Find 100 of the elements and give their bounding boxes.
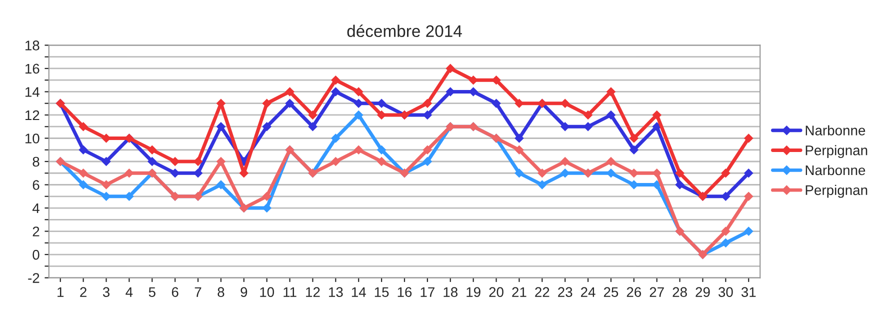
x-tick-label: 17 [420,287,434,297]
x-tick-label: 9 [240,287,248,298]
point [331,134,340,143]
point [744,168,754,178]
y-tick-label: -2 [28,273,40,283]
x-tick-label: 1 [58,287,64,297]
x-tick-label: 16 [398,287,412,298]
point [216,122,226,132]
point [744,226,754,236]
point [377,145,386,154]
point [560,157,570,166]
x-tick-label: 24 [581,287,596,297]
legend-label: Perpignan [806,184,868,198]
point [331,76,340,85]
x-tick-label: 15 [374,287,389,298]
y-tick-label: 4 [32,203,40,214]
point [102,157,111,166]
point [354,110,364,120]
point [148,157,157,166]
point [262,122,272,132]
x-tick-label: 21 [512,287,526,297]
y-tick-label: 18 [25,40,40,50]
point [606,87,616,96]
x-tick-label: 19 [466,287,480,298]
point [102,180,111,190]
x-tick-label: 29 [696,287,710,298]
y-tick-label: 6 [32,180,40,190]
point [78,168,88,178]
y-tick-label: 14 [25,87,40,97]
point [652,110,662,120]
x-tick-label: 3 [102,287,110,298]
point [354,87,364,96]
point [629,145,638,154]
point [538,180,547,190]
x-tick-label: 20 [489,287,504,298]
point [422,98,432,108]
x-tick-label: 8 [218,287,224,298]
point [331,157,340,166]
point [446,64,455,73]
point [721,238,730,248]
x-tick-label: 11 [284,287,296,297]
point [538,168,547,178]
legend-label: Narbonne [806,125,866,136]
point [377,110,386,120]
point [285,87,294,96]
point [744,192,754,201]
x-tick-label: 6 [172,287,178,298]
point [721,168,730,178]
x-tick-label: 5 [148,287,156,298]
x-tick-label: 12 [306,287,320,297]
x-tick-label: 30 [718,287,733,298]
y-tick-label: 16 [25,64,40,74]
y-tick-label: 2 [32,226,40,236]
y-tick-label: 10 [25,134,40,144]
point [262,192,272,201]
point [78,145,88,154]
point [377,98,386,108]
point [606,157,616,166]
x-tick-label: 4 [126,287,133,297]
x-tick-label: 7 [194,287,202,297]
point [492,98,501,108]
point [285,98,294,108]
legend-label: Perpignan [806,145,868,158]
point [606,110,616,120]
point [148,145,157,154]
y-tick-label: 8 [32,156,40,167]
point [78,122,88,132]
x-tick-label: 14 [352,287,366,297]
point [331,87,340,96]
chart-title: décembre 2014 [347,24,462,38]
point [422,157,432,166]
point [194,168,202,178]
point [354,145,364,154]
point [675,168,684,178]
x-tick-label: 22 [535,287,550,297]
point [629,134,638,143]
point [514,145,524,154]
x-tick-label: 27 [650,287,664,297]
x-tick-label: 26 [626,287,642,298]
x-tick-label: 25 [604,287,618,298]
point [606,168,616,178]
point [377,157,386,166]
x-tick-label: 31 [741,287,756,298]
point [721,226,730,236]
point [584,122,592,132]
x-tick-label: 13 [329,287,343,298]
point [675,180,684,190]
point [744,134,754,143]
legend-label: Narbonne [806,164,866,176]
point [308,110,318,120]
x-tick-label: 2 [80,287,86,297]
x-tick-label: 18 [444,287,458,298]
x-tick-label: 10 [260,287,274,298]
point [584,110,592,120]
point [262,98,272,108]
point [652,122,662,132]
y-tick-label: 0 [32,250,40,260]
point [216,180,226,190]
point [422,145,432,154]
point [216,157,226,166]
